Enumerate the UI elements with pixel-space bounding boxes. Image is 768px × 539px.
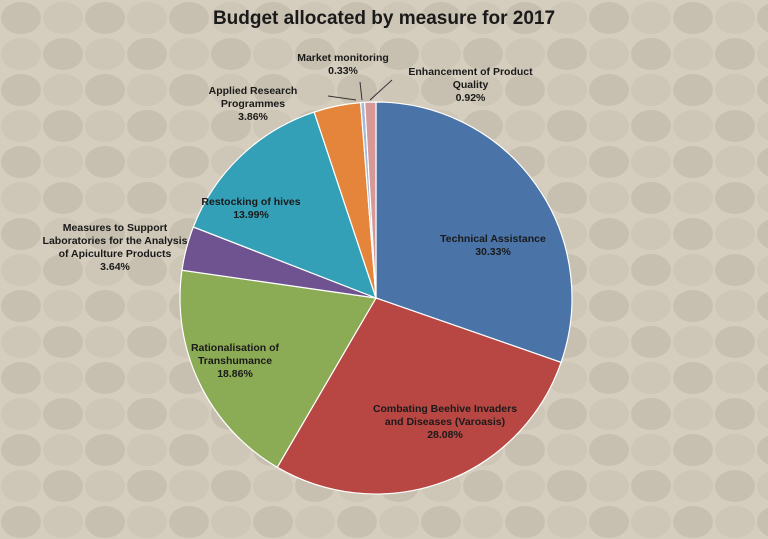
slice-label-name: Technical Assistance [440,233,546,245]
leader-line [359,81,363,101]
slice-label-3: Rationalisation of Transhumance 18.86% [175,342,295,381]
slice-label-2: Combating Beehive Invaders and Diseases … [365,403,525,442]
slice-label-4: Measures to Support Laboratories for the… [20,222,210,274]
slice-label-name: Enhancement of Product Quality [408,66,533,91]
slice-label-name: Combating Beehive Invaders and Diseases … [372,403,518,428]
slice-label-percent: 3.86% [238,111,268,123]
pie-slice-2 [276,297,562,495]
leader-line [327,95,357,101]
slice-label-8: Enhancement of Product Quality 0.92% [398,66,543,105]
slice-label-percent: 30.33% [475,246,511,258]
pie-slice-8 [364,101,377,299]
pie-slice-3 [179,269,377,469]
slice-label-percent: 28.08% [427,429,463,441]
slice-label-name: Applied Research Programmes [208,85,298,110]
chart-title: Budget allocated by measure for 2017 [212,8,556,29]
slice-label-percent: 3.64% [100,261,130,273]
slice-label-name: Measures to Support Laboratories for the… [42,222,188,260]
slice-label-name: Restocking of hives [201,196,301,208]
slice-label-percent: 18.86% [217,368,253,380]
slice-label-percent: 0.92% [455,92,486,104]
slice-label-5: Restocking of hives 13.99% [196,196,306,222]
slice-label-6: Applied Research Programmes 3.86% [198,85,308,124]
slice-label-7: Market monitoring 0.33% [288,52,398,78]
slice-label-name: Rationalisation of Transhumance [190,342,280,367]
leader-line [369,79,393,101]
slice-label-name: Market monitoring [297,52,389,64]
pie-slice-1 [375,101,573,364]
slice-label-percent: 13.99% [233,209,269,221]
slice-label-percent: 0.33% [328,65,358,77]
slice-label-1: Technical Assistance 30.33% [428,233,558,259]
pie-slice-5 [192,111,377,300]
